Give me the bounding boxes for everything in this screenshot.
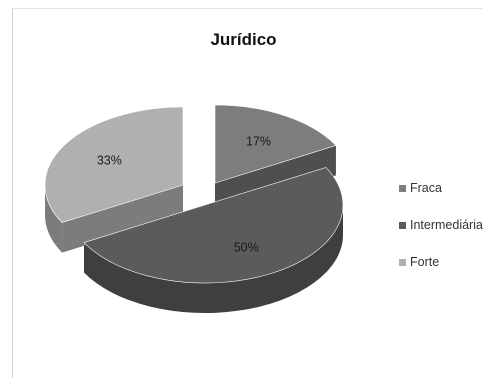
legend-item-intermediaria: Intermediária (399, 215, 483, 235)
chart-title: Jurídico (210, 30, 277, 49)
legend-swatch-forte (399, 258, 406, 266)
data-label-fraca: 17% (246, 134, 271, 148)
legend-swatch-fraca (399, 184, 406, 192)
slice-fraca (214, 104, 337, 184)
chart-frame (12, 8, 482, 378)
legend-label-fraca: Fraca (410, 181, 442, 195)
slice-side-forte (45, 185, 63, 253)
slice-forte (44, 106, 184, 223)
legend: Fraca Intermediária Forte (399, 178, 483, 289)
slice-side-intermediaria (84, 205, 344, 313)
legend-swatch-intermediaria (399, 221, 406, 229)
legend-label-forte: Forte (410, 255, 440, 269)
data-label-forte: 33% (97, 153, 122, 167)
legend-label-intermediaria: Intermediária (410, 218, 483, 232)
legend-item-forte: Forte (399, 252, 483, 272)
slice-intermediaria (83, 167, 344, 284)
legend-item-fraca: Fraca (399, 178, 483, 198)
slice-wall-forte-0 (62, 185, 183, 253)
data-label-intermediaria: 50% (234, 240, 259, 254)
